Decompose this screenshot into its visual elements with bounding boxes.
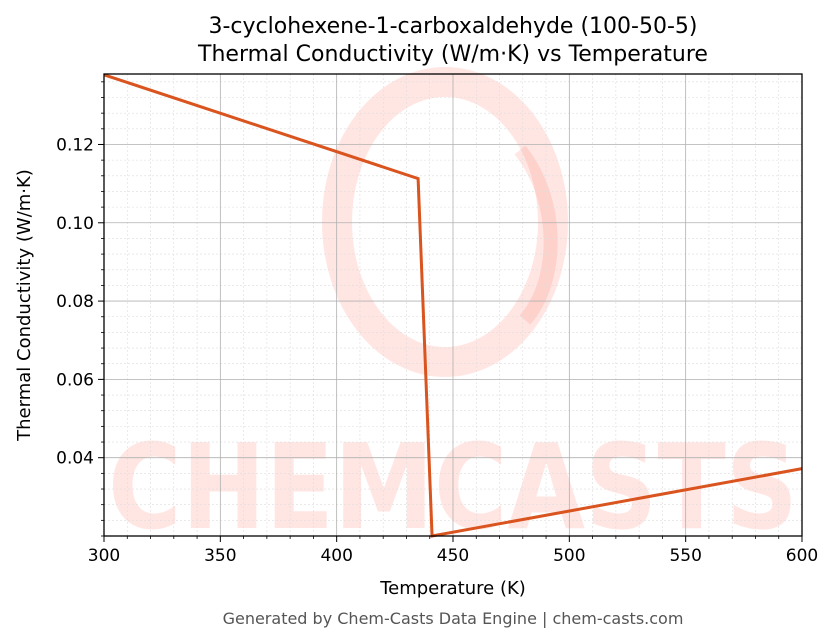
watermark-logo — [322, 67, 568, 377]
x-tick-label: 400 — [320, 546, 352, 566]
y-tick-label: 0.12 — [56, 135, 94, 155]
y-tick-label: 0.06 — [56, 370, 94, 390]
x-tick-label: 600 — [786, 546, 818, 566]
y-tick-label: 0.10 — [56, 214, 94, 234]
chart-title-line2: Thermal Conductivity (W/m·K) vs Temperat… — [197, 42, 708, 67]
x-axis-ticks: 300 350 400 450 500 550 600 — [88, 536, 818, 566]
footer-credit: Generated by Chem-Casts Data Engine | ch… — [223, 609, 684, 628]
y-tick-label: 0.08 — [56, 292, 94, 312]
series-layer — [103, 73, 803, 538]
x-tick-label: 300 — [88, 546, 120, 566]
y-axis-label: Thermal Conductivity (W/m·K) — [14, 169, 35, 442]
x-tick-label: 350 — [204, 546, 236, 566]
x-axis-label: Temperature (K) — [379, 578, 526, 599]
chart-title-line1: 3-cyclohexene-1-carboxaldehyde (100-50-5… — [208, 14, 697, 39]
y-tick-label: 0.04 — [56, 449, 94, 469]
x-tick-label: 550 — [669, 546, 701, 566]
series-line-1 — [103, 73, 803, 538]
x-tick-label: 450 — [437, 546, 469, 566]
x-tick-label: 500 — [553, 546, 585, 566]
y-axis-ticks: 0.04 0.06 0.08 0.10 0.12 — [56, 81, 104, 537]
